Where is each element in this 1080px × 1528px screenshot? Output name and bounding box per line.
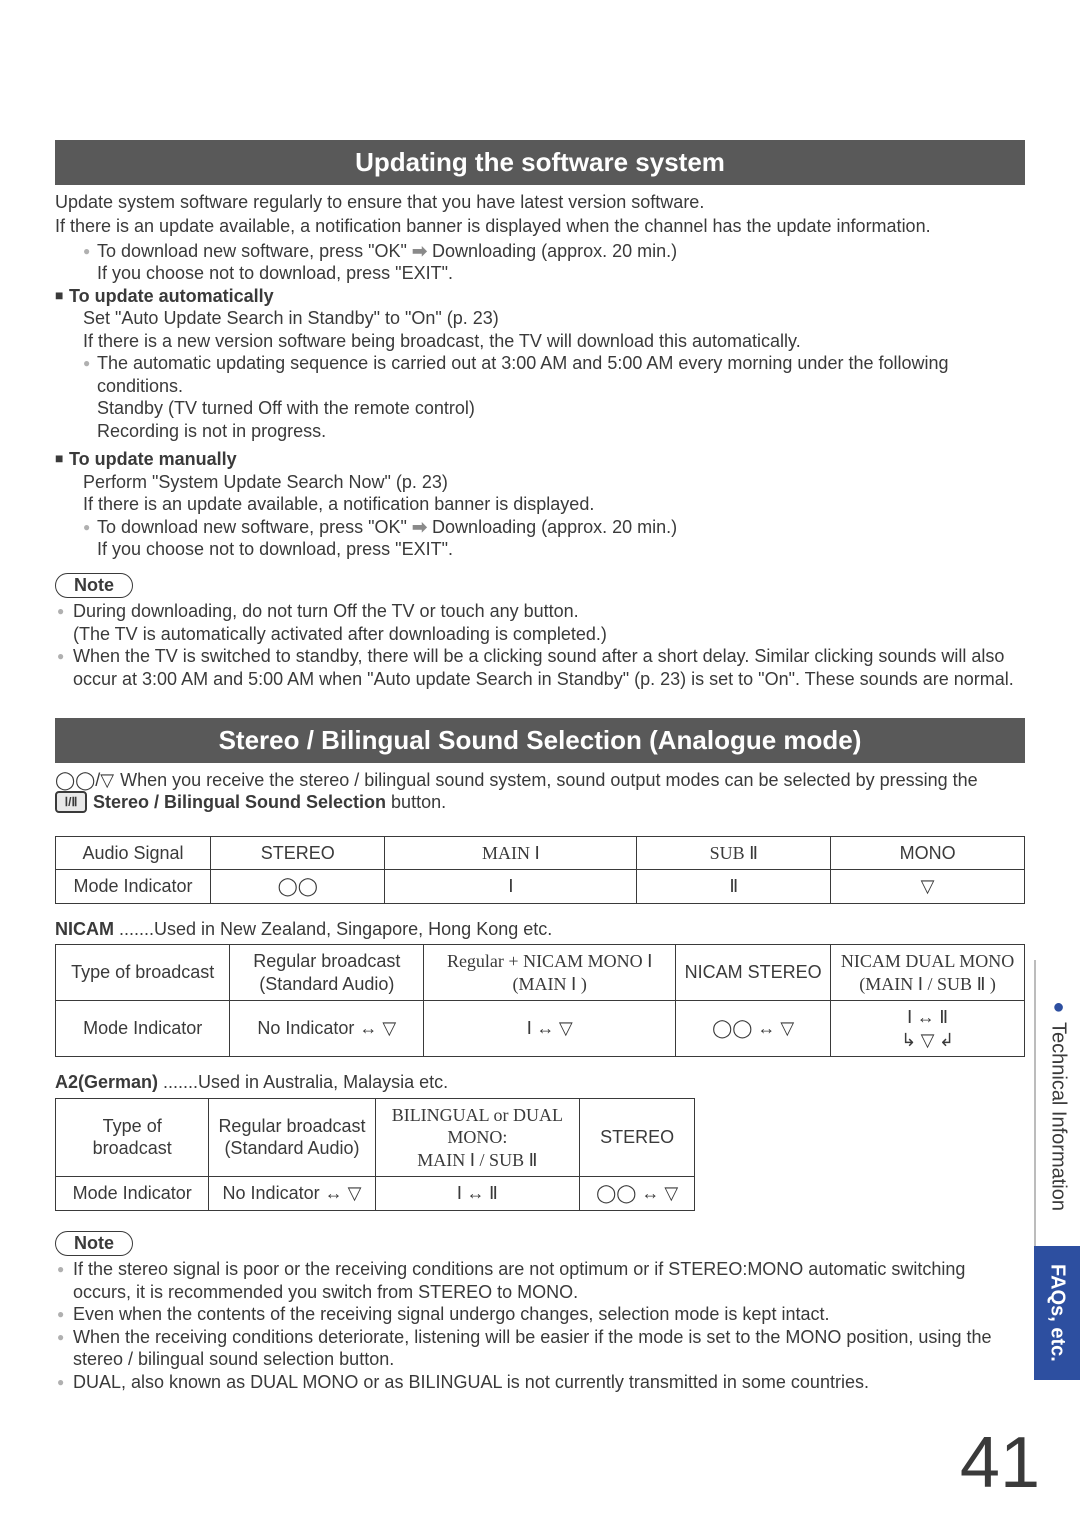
- s2-n2: Even when the contents of the receiving …: [55, 1303, 1025, 1326]
- section-header-stereo: Stereo / Bilingual Sound Selection (Anal…: [55, 718, 1025, 763]
- cell: MONO: [831, 836, 1025, 870]
- cell: Mode Indicator: [56, 870, 211, 904]
- s1-auto-b1a: Standby (TV turned Off with the remote c…: [55, 397, 1025, 420]
- s1-note1b: (The TV is automatically activated after…: [55, 623, 1025, 646]
- s1-man-l1: Perform "System Update Search Now" (p. 2…: [55, 471, 1025, 494]
- s1-b2: If you choose not to download, press "EX…: [55, 262, 1025, 285]
- s2-intro-line1: ◯◯/▽ When you receive the stereo / bilin…: [55, 769, 1025, 792]
- cell: NICAM DUAL MONO(MAIN Ⅰ / SUB Ⅱ ): [831, 945, 1025, 1001]
- audio-signal-table: Audio Signal STEREO MAIN Ⅰ SUB Ⅱ MONO Mo…: [55, 836, 1025, 904]
- s1-p2: If there is an update available, a notif…: [55, 215, 1025, 238]
- cell: ◯◯ ↔ ▽: [676, 1001, 831, 1057]
- table-row: Mode Indicator No Indicator ↔ ▽ Ⅰ ↔ ▽ ◯◯…: [56, 1001, 1025, 1057]
- s1-man-b1b: Downloading (approx. 20 min.): [432, 517, 677, 537]
- infinity-triangle-icon: ◯◯/▽: [55, 769, 114, 792]
- cell: Audio Signal: [56, 836, 211, 870]
- nicam-table: Type of broadcast Regular broadcast(Stan…: [55, 944, 1025, 1057]
- s1-auto-h: To update automatically: [69, 286, 274, 306]
- cell: No Indicator ↔ ▽: [230, 1001, 424, 1057]
- s1-b1b: Downloading (approx. 20 min.): [432, 241, 677, 261]
- cell: SUB Ⅱ: [637, 836, 831, 870]
- bullet-icon: ●: [1046, 996, 1071, 1018]
- cell: Regular broadcast(Standard Audio): [209, 1098, 375, 1177]
- cell: Ⅰ ↔ Ⅱ: [375, 1177, 580, 1211]
- cell: Ⅱ: [637, 870, 831, 904]
- side-tab: ● Technical Information FAQs, etc.: [1034, 960, 1080, 1380]
- nicam-rest: .......Used in New Zealand, Singapore, H…: [114, 919, 552, 939]
- s2-n3: When the receiving conditions deteriorat…: [55, 1326, 1025, 1371]
- cell: Mode Indicator: [56, 1177, 209, 1211]
- nicam-line: NICAM .......Used in New Zealand, Singap…: [55, 918, 1025, 941]
- side-tab-top: ● Technical Information: [1034, 960, 1080, 1246]
- table-row: Type of broadcast Regular broadcast(Stan…: [56, 945, 1025, 1001]
- table-row: Type of broadcast Regular broadcast(Stan…: [56, 1098, 695, 1177]
- s1-auto-b1b: Recording is not in progress.: [55, 420, 1025, 443]
- s2-intro-pre: When you receive the stereo / bilingual …: [120, 769, 978, 792]
- side-tab-top-text: Technical Information: [1046, 1022, 1071, 1211]
- i-ii-button-icon: Ⅰ/Ⅱ: [55, 791, 87, 813]
- table-row: Mode Indicator ◯◯ Ⅰ Ⅱ ▽: [56, 870, 1025, 904]
- cell: STEREO: [580, 1098, 695, 1177]
- nicam-label: NICAM: [55, 919, 114, 939]
- s1-note1: During downloading, do not turn Off the …: [55, 600, 1025, 623]
- cell: BILINGUAL or DUAL MONO:MAIN Ⅰ / SUB Ⅱ: [375, 1098, 580, 1177]
- note-label-1: Note: [55, 573, 133, 599]
- a2-table: Type of broadcast Regular broadcast(Stan…: [55, 1098, 695, 1211]
- s1-auto-header: To update automatically: [55, 285, 1025, 308]
- s2-intro-bold: Stereo / Bilingual Sound Selection: [93, 792, 386, 812]
- s1-auto-b1: The automatic updating sequence is carri…: [55, 352, 1025, 397]
- s1-p1: Update system software regularly to ensu…: [55, 191, 1025, 214]
- s1-auto-l1: Set "Auto Update Search in Standby" to "…: [55, 307, 1025, 330]
- cell: Ⅰ ↔ Ⅱ↳ ▽ ↲: [831, 1001, 1025, 1057]
- cell: Ⅰ: [385, 870, 637, 904]
- s1-note2: When the TV is switched to standby, ther…: [55, 645, 1025, 690]
- s1-man-l2: If there is an update available, a notif…: [55, 493, 1025, 516]
- s1-man-b2: If you choose not to download, press "EX…: [55, 538, 1025, 561]
- a2-rest: .......Used in Australia, Malaysia etc.: [158, 1072, 448, 1092]
- s1-man-header: To update manually: [55, 448, 1025, 471]
- a2-label: A2(German): [55, 1072, 158, 1092]
- cell: Type of broadcast: [56, 1098, 209, 1177]
- arrow-icon: ➡: [412, 241, 432, 261]
- cell: NICAM STEREO: [676, 945, 831, 1001]
- cell: Mode Indicator: [56, 1001, 230, 1057]
- s1-man-h: To update manually: [69, 449, 237, 469]
- cell: ▽: [831, 870, 1025, 904]
- s1-b1a: To download new software, press "OK": [97, 241, 407, 261]
- note-label-2: Note: [55, 1231, 133, 1257]
- s2-n1: If the stereo signal is poor or the rece…: [55, 1258, 1025, 1303]
- cell: MAIN Ⅰ: [385, 836, 637, 870]
- cell: STEREO: [211, 836, 385, 870]
- section-header-updating: Updating the software system: [55, 140, 1025, 185]
- a2-line: A2(German) .......Used in Australia, Mal…: [55, 1071, 1025, 1094]
- table-row: Mode Indicator No Indicator ↔ ▽ Ⅰ ↔ Ⅱ ◯◯…: [56, 1177, 695, 1211]
- cell: Regular broadcast(Standard Audio): [230, 945, 424, 1001]
- cell: Ⅰ ↔ ▽: [424, 1001, 676, 1057]
- page-number: 41: [960, 1418, 1040, 1508]
- cell-stereo-sym: ◯◯: [211, 870, 385, 904]
- s1-auto-l2: If there is a new version software being…: [55, 330, 1025, 353]
- cell: Regular + NICAM MONO Ⅰ(MAIN Ⅰ ): [424, 945, 676, 1001]
- arrow-icon: ➡: [412, 517, 432, 537]
- s2-intro-post: button.: [386, 792, 446, 812]
- cell: ◯◯ ↔ ▽: [580, 1177, 695, 1211]
- cell: No Indicator ↔ ▽: [209, 1177, 375, 1211]
- table-row: Audio Signal STEREO MAIN Ⅰ SUB Ⅱ MONO: [56, 836, 1025, 870]
- s2-n4: DUAL, also known as DUAL MONO or as BILI…: [55, 1371, 1025, 1394]
- s1-man-b1: To download new software, press "OK" ➡ D…: [55, 516, 1025, 539]
- s2-intro-line2: Ⅰ/Ⅱ Stereo / Bilingual Sound Selection b…: [55, 791, 1025, 814]
- s1-man-b1a: To download new software, press "OK": [97, 517, 407, 537]
- cell: Type of broadcast: [56, 945, 230, 1001]
- s1-bullet-download: To download new software, press "OK" ➡ D…: [55, 240, 1025, 263]
- side-tab-bottom: FAQs, etc.: [1034, 1246, 1080, 1380]
